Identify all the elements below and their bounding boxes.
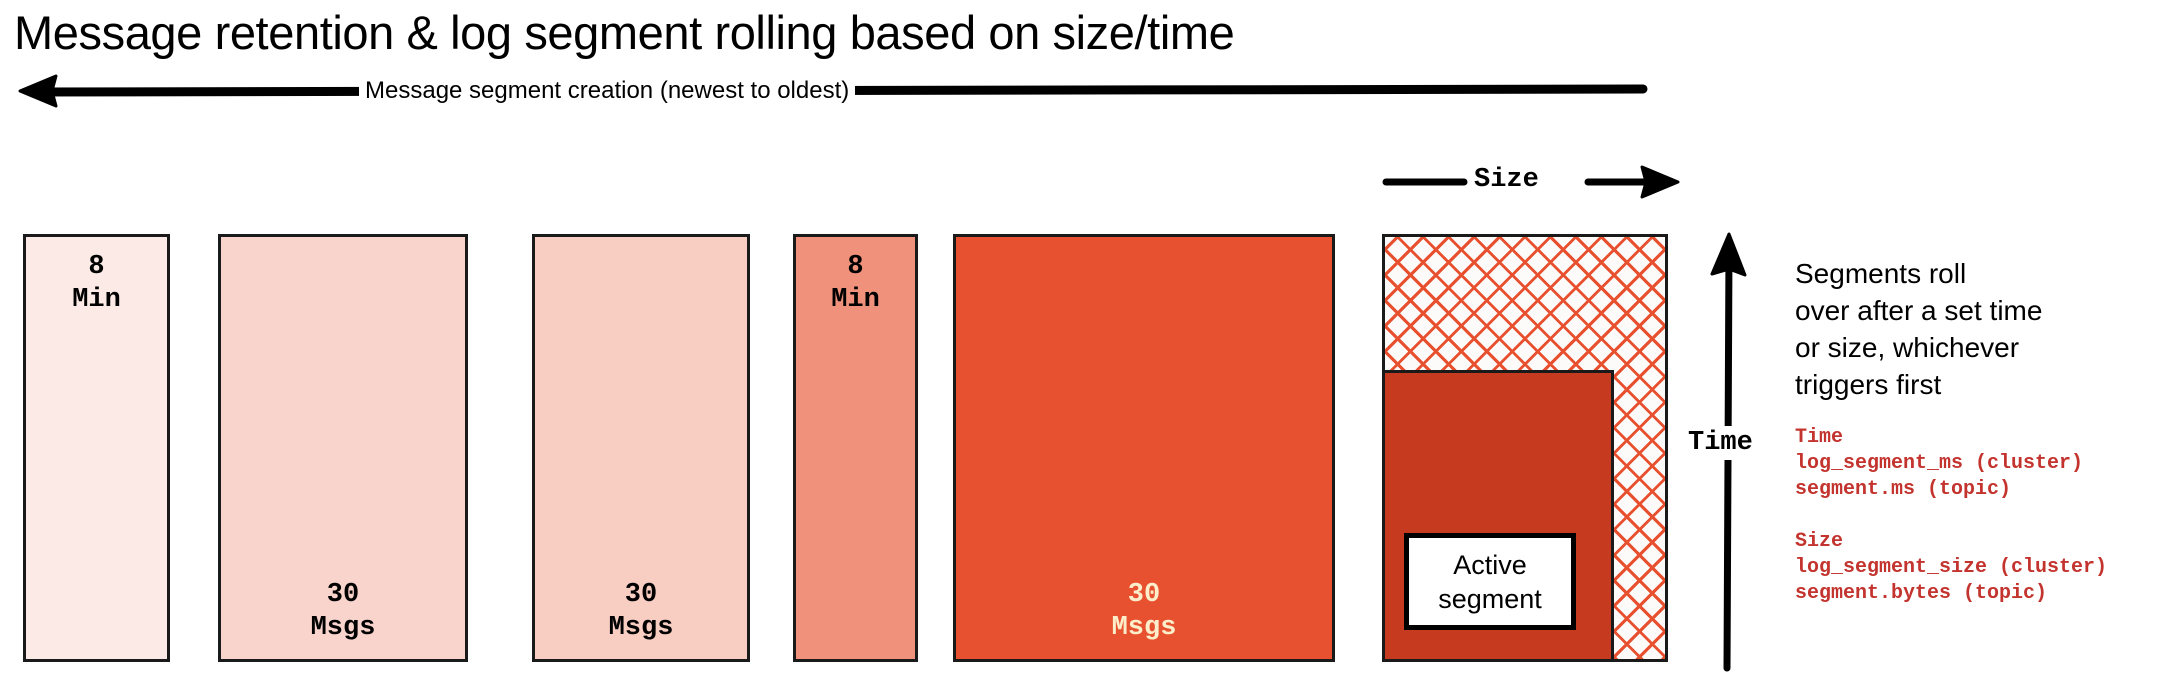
config-time-group: Time log_segment_ms (cluster) segment.ms… [1795, 426, 2084, 501]
active-segment-tag-label: Active segment [1438, 549, 1542, 614]
segment-3-label: 30 Msgs [608, 580, 674, 643]
segment-2-label: 30 Msgs [310, 580, 376, 643]
segment-2: 30 Msgs [218, 234, 468, 662]
segment-1: 8 Min [23, 234, 170, 662]
arrow-head-left [18, 74, 58, 108]
arrow-right-icon [1382, 165, 1680, 199]
segment-3: 30 Msgs [532, 234, 750, 662]
config-size-group: Size log_segment_size (cluster) segment.… [1795, 530, 2108, 605]
active-segment-tag: Active segment [1404, 533, 1576, 630]
size-axis-label: Size [1468, 164, 1545, 196]
notes-panel: Segments roll over after a set time or s… [1795, 255, 2167, 607]
segment-4: 8 Min [793, 234, 918, 662]
segment-4-label: 8 Min [831, 252, 880, 315]
time-axis-label: Time [1686, 426, 1755, 460]
page-title: Message retention & log segment rolling … [14, 6, 1235, 59]
segment-5-label: 30 Msgs [1111, 580, 1177, 643]
notes-body: Segments roll over after a set time or s… [1795, 258, 2043, 400]
segment-creation-direction-arrow: Message segment creation (newest to olde… [18, 70, 1648, 112]
size-axis: Size [1380, 160, 1680, 204]
segment-1-label: 8 Min [72, 252, 121, 315]
arrow-head-up [1710, 232, 1747, 277]
segment-creation-label: Message segment creation (newest to olde… [359, 76, 856, 106]
time-axis: Time [1686, 232, 1776, 674]
arrow-head-right [1640, 165, 1680, 199]
segment-5: 30 Msgs [953, 234, 1335, 662]
